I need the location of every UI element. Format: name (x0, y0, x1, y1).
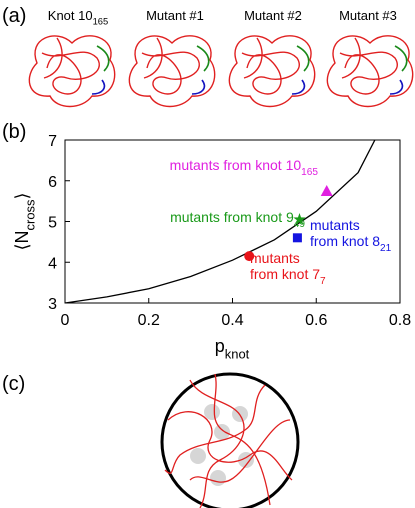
label-text: p (215, 336, 225, 356)
label-text: Knot 10 (48, 8, 93, 23)
panel-label: (a) (2, 5, 26, 27)
point (293, 233, 302, 242)
figure: (a)(b)(c)Knot 10165Mutant #1Mutant #2Mut… (0, 0, 415, 508)
label-text: ⟨N (12, 230, 32, 250)
label-sub: cross (22, 199, 37, 230)
label: pknot (215, 336, 250, 361)
label-text: mutants (310, 217, 360, 233)
knot-drawing (229, 36, 314, 107)
label-sub: 165 (93, 17, 109, 27)
label-sub: knot (225, 346, 250, 361)
label-text: mutants (250, 250, 300, 266)
panel-label: (b) (2, 121, 26, 143)
label-text: Mutant #1 (146, 8, 204, 23)
label-sub: 21 (380, 243, 392, 254)
label-text: mutants from knot 9 (170, 209, 294, 225)
label-text: from knot 8 (310, 233, 380, 249)
label-text: mutants from knot 10 (170, 157, 302, 173)
annotation: mutants (310, 217, 360, 233)
x-tick-label: 0.4 (221, 312, 243, 329)
panel-c-diagram (162, 374, 298, 508)
label-sub: 49 (294, 219, 306, 230)
annotation: from knot 821 (310, 233, 392, 254)
knot-drawing (327, 36, 412, 107)
x-tick-label: 0 (61, 312, 70, 329)
label: Mutant #1 (146, 8, 204, 23)
annotation: mutants from knot 949 (170, 209, 305, 230)
label: Mutant #3 (339, 8, 397, 23)
annotation: mutants (250, 250, 300, 266)
x-tick-label: 0.6 (305, 312, 327, 329)
knot-drawing (29, 36, 114, 107)
label: ⟨Ncross⟩ (12, 192, 37, 250)
annotation: from knot 77 (250, 266, 326, 287)
knot-drawing (129, 36, 214, 107)
panel-label: (c) (2, 373, 25, 395)
label: Mutant #2 (244, 8, 302, 23)
y-tick-label: 3 (48, 296, 57, 313)
point (321, 185, 333, 196)
x-tick-label: 0.8 (389, 312, 411, 329)
y-tick-label: 4 (48, 255, 57, 272)
label-after: ⟩ (12, 192, 32, 199)
label-sub: 165 (301, 167, 318, 178)
label-text: from knot 7 (250, 266, 320, 282)
label-text: Mutant #2 (244, 8, 302, 23)
label-sub: 7 (320, 276, 326, 287)
annotation: mutants from knot 10165 (170, 157, 319, 178)
y-tick-label: 7 (48, 133, 57, 150)
label-text: Mutant #3 (339, 8, 397, 23)
knot-diagrams (29, 36, 412, 107)
y-tick-label: 6 (48, 174, 57, 191)
y-tick-label: 5 (48, 215, 57, 232)
x-tick-label: 0.2 (138, 312, 160, 329)
label: Knot 10165 (48, 8, 108, 27)
